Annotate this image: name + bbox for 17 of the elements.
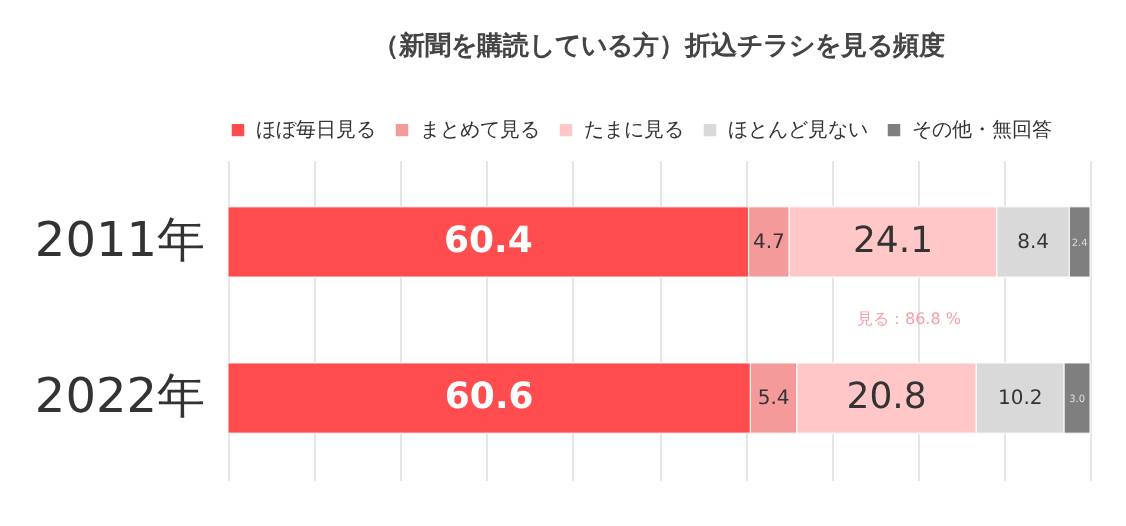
legend-label: ほぼ毎日見る: [256, 118, 376, 143]
annotation: 見る：86.8 %: [857, 310, 962, 328]
data-label: 60.6: [444, 376, 534, 419]
data-label: 8.4: [1017, 231, 1050, 254]
legend-label: まとめて見る: [420, 120, 540, 143]
data-label: 4.7: [753, 231, 785, 254]
data-label: 10.2: [997, 388, 1043, 411]
data-label: 24.1: [852, 219, 934, 262]
y-tick-label: 2011年: [34, 211, 205, 268]
data-label: 60.4: [443, 219, 533, 262]
y-tick-label: 2022年: [34, 368, 205, 425]
data-label: 20.8: [846, 376, 927, 419]
data-label: 5.4: [757, 388, 790, 411]
legend-label: その他・無回答: [912, 118, 1052, 143]
legend-label: たまに見る: [584, 120, 684, 143]
legend-label: ほとんど見ない: [728, 120, 868, 143]
chart-title: （新聞を購読している方）折込チラシを見る頻度: [373, 30, 945, 62]
